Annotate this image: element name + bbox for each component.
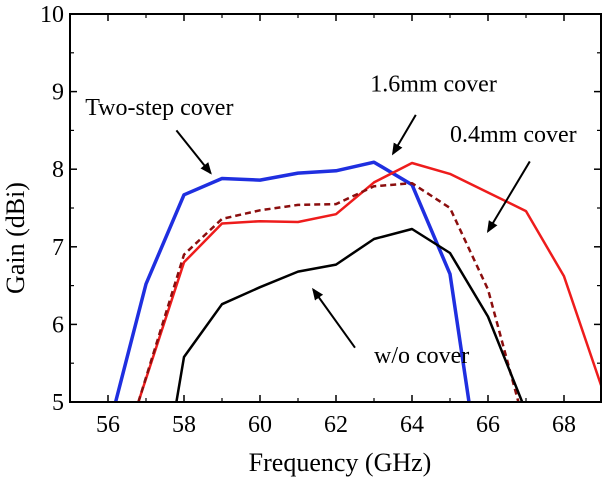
y-tick-label: 8	[52, 157, 64, 183]
x-tick-label: 62	[324, 412, 348, 438]
annotation-arrow-w-o-cover	[312, 287, 356, 349]
annotation-1-6mm-cover: 1.6mm cover	[370, 72, 497, 98]
x-tick-label: 58	[172, 412, 196, 438]
annotation-arrow-two-step-cover	[175, 129, 212, 175]
annotation-two-step-cover: Two-step cover	[85, 95, 233, 121]
y-tick-label: 7	[52, 235, 64, 261]
annotation-arrow-0-4mm-cover	[486, 160, 531, 233]
annotation-w-o-cover: w/o cover	[374, 343, 469, 369]
x-tick-label: 68	[552, 412, 576, 438]
series-line-w-o-cover	[175, 227, 524, 403]
x-tick-label: 56	[96, 412, 120, 438]
plot-lines	[113, 160, 602, 403]
series-line-0-4mm-cover	[137, 181, 520, 403]
y-tick-label: 5	[52, 390, 64, 416]
y-axis-title: Gain (dBi)	[1, 182, 30, 294]
y-tick-label: 6	[52, 312, 64, 338]
series-line-two-step-cover	[113, 160, 471, 403]
x-tick-label: 60	[248, 412, 272, 438]
annotation-0-4mm-cover: 0.4mm cover	[450, 122, 577, 148]
annotations: Two-step cover 1.6mm cover 0.4mm cover w/o …	[85, 72, 576, 370]
x-tick-label: 64	[400, 412, 424, 438]
y-tick-label: 9	[52, 80, 64, 106]
y-tick-label: 10	[40, 2, 64, 28]
x-tick-label: 66	[476, 412, 500, 438]
x-axis-title: Frequency (GHz)	[249, 448, 432, 477]
series-line-1-6mm-cover	[137, 161, 602, 403]
annotation-arrow-1-6mm-cover	[391, 114, 417, 156]
